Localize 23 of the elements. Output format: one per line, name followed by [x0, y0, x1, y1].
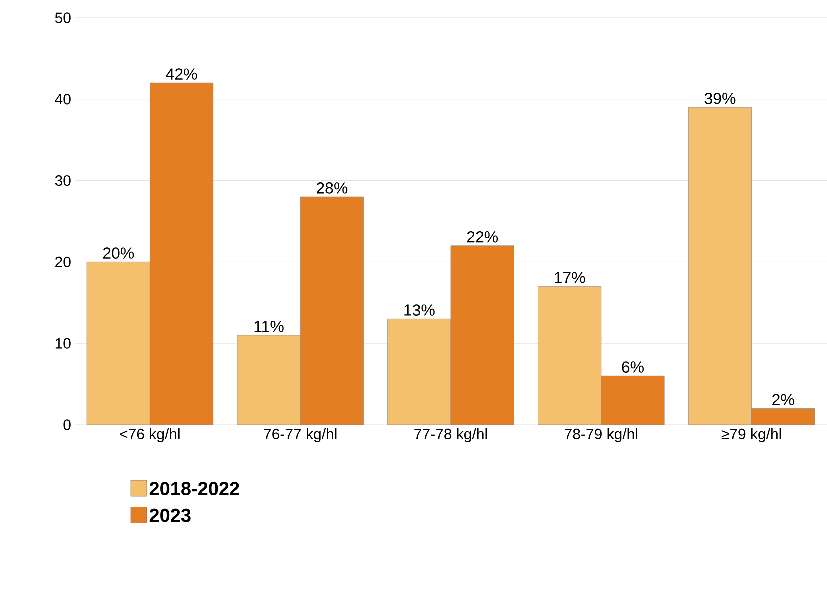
- x-tick-label: 78-79 kg/hl: [565, 428, 638, 442]
- y-tick-label: 10: [56, 338, 71, 349]
- data-label: 11%: [254, 321, 284, 332]
- legend-label: 2023: [150, 508, 191, 522]
- x-tick-label: ≥79 kg/hl: [722, 428, 782, 442]
- y-tick-label: 40: [55, 94, 71, 105]
- data-label: 2%: [772, 394, 794, 406]
- data-label: 17%: [555, 272, 586, 284]
- x-tick-label: <76 kg/hl: [120, 428, 180, 442]
- data-label: 6%: [622, 362, 644, 373]
- data-label: 20%: [103, 248, 134, 259]
- x-tick-label: 77-78 kg/hl: [414, 428, 488, 442]
- data-label: 42%: [166, 68, 198, 80]
- x-tick-label: 76-77 kg/hl: [264, 428, 337, 442]
- data-label: 13%: [404, 304, 435, 316]
- data-label: 22%: [467, 231, 498, 243]
- data-label: 28%: [316, 182, 348, 194]
- y-tick-label: 20: [56, 256, 71, 268]
- data-label: 39%: [704, 93, 736, 104]
- y-tick-label: 50: [55, 12, 71, 24]
- legend-label: 2018-2022: [150, 482, 240, 496]
- y-tick-label: 0: [64, 420, 71, 430]
- y-tick-label: 30: [55, 175, 71, 186]
